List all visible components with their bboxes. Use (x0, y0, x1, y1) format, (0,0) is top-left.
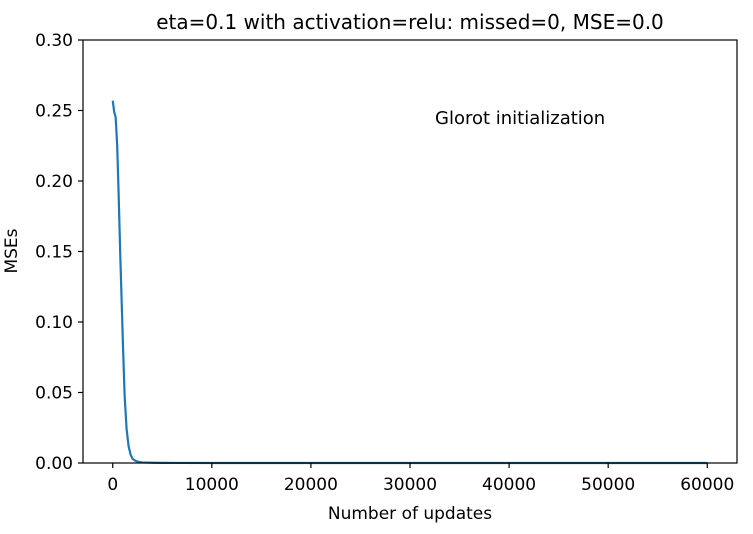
x-tick-label: 0 (107, 475, 118, 495)
y-tick-label: 0.10 (35, 313, 73, 333)
x-tick-label: 40000 (482, 475, 536, 495)
y-axis-label: MSEs (2, 228, 22, 273)
x-tick-label: 20000 (284, 475, 338, 495)
y-tick-label: 0.05 (35, 384, 73, 404)
y-tick-label: 0.30 (35, 31, 73, 51)
y-tick-label: 0.20 (35, 172, 73, 192)
x-tick-label: 50000 (581, 475, 635, 495)
x-tick-label: 10000 (185, 475, 239, 495)
y-axis: 0.00 0.05 0.10 0.15 0.20 0.25 0.30 (35, 31, 83, 474)
y-tick-label: 0.25 (35, 102, 73, 122)
y-tick-label: 0.00 (35, 454, 73, 474)
x-axis: 0 10000 20000 30000 40000 50000 60000 (107, 463, 734, 495)
chart-annotation: Glorot initialization (435, 108, 605, 129)
y-tick-label: 0.15 (35, 243, 73, 263)
x-tick-label: 60000 (680, 475, 734, 495)
x-tick-label: 30000 (383, 475, 437, 495)
chart-title: eta=0.1 with activation=relu: missed=0, … (156, 10, 664, 34)
x-axis-label: Number of updates (328, 504, 492, 524)
